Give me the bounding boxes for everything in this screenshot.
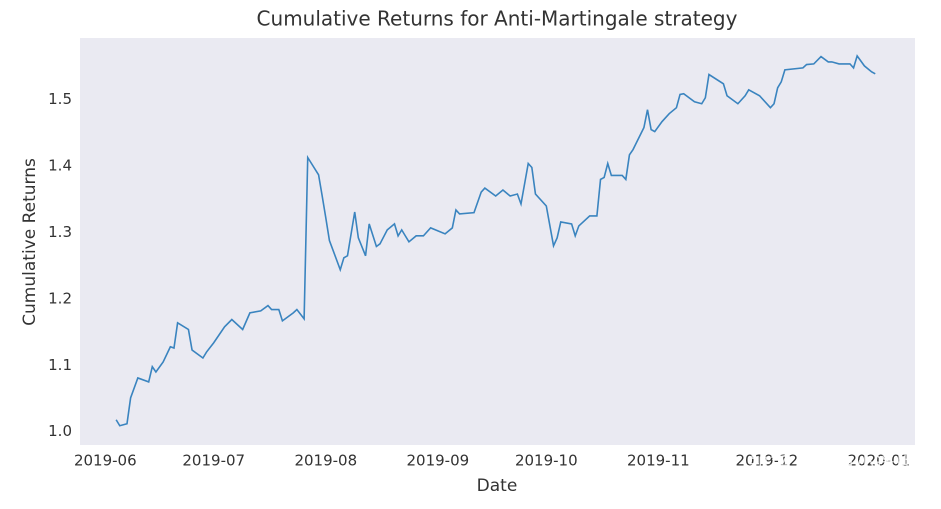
y-tick-label: 1.2 [48,289,72,307]
y-axis-label: Cumulative Returns [20,158,40,326]
x-axis-label: Date [477,476,518,496]
x-tick-label: 2019-09 [407,452,470,470]
y-tick-label: 1.5 [48,90,72,108]
y-tick-label: 1.0 [48,422,72,440]
x-tick-label: 2019-12 [735,452,798,470]
chart-title: Cumulative Returns for Anti-Martingale s… [257,7,738,31]
x-tick-label: 2019-10 [515,452,578,470]
x-tick-label: 2019-06 [74,452,137,470]
watermark: 知乎 @一只小迷糊 [749,453,915,477]
y-tick-label: 1.4 [48,157,72,175]
plot-area [80,38,915,445]
x-tick-label: 2019-11 [627,452,690,470]
x-tick-label: 2020-01 [848,452,911,470]
x-tick-label: 2019-08 [294,452,357,470]
y-tick-label: 1.1 [48,356,72,374]
y-tick-label: 1.3 [48,223,72,241]
data-line [115,54,876,427]
x-tick-label: 2019-07 [182,452,245,470]
